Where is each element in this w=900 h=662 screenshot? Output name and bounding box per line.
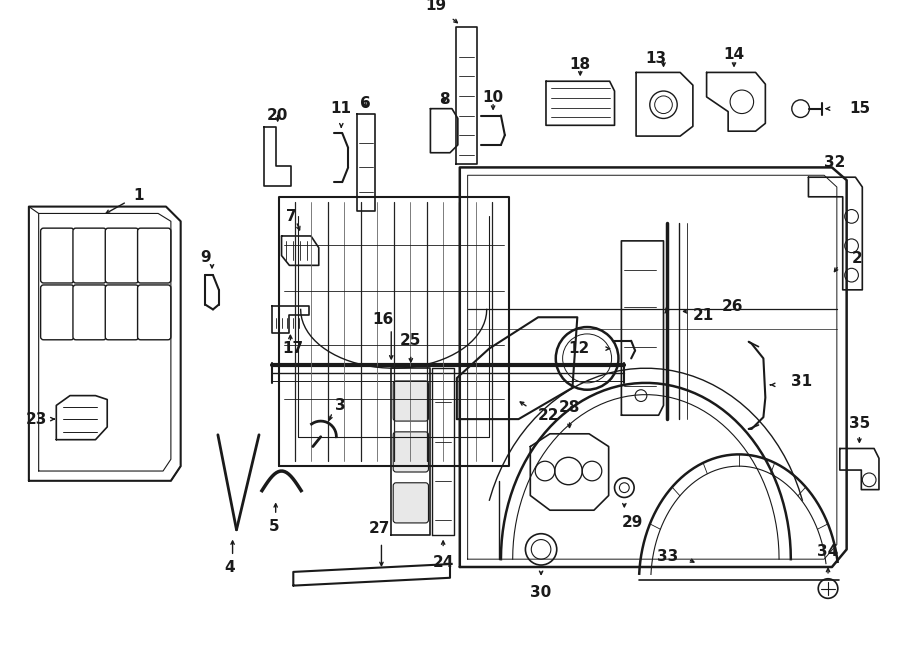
Text: 4: 4: [224, 561, 235, 575]
Text: 25: 25: [400, 333, 421, 348]
FancyBboxPatch shape: [393, 483, 428, 523]
Text: 13: 13: [645, 51, 666, 66]
Text: 34: 34: [817, 544, 839, 559]
Text: 33: 33: [657, 549, 679, 564]
Text: 9: 9: [200, 250, 211, 265]
Text: 30: 30: [530, 585, 552, 600]
Text: 31: 31: [791, 375, 812, 389]
Text: 28: 28: [559, 400, 580, 415]
Text: 21: 21: [693, 308, 714, 323]
Text: 23: 23: [26, 412, 48, 426]
Text: 7: 7: [286, 209, 297, 224]
Text: 6: 6: [360, 96, 371, 111]
FancyBboxPatch shape: [73, 285, 106, 340]
Text: 35: 35: [849, 416, 870, 430]
Text: 15: 15: [850, 101, 870, 116]
FancyBboxPatch shape: [105, 228, 139, 283]
Text: 18: 18: [570, 57, 590, 72]
Text: 27: 27: [369, 521, 391, 536]
Text: 5: 5: [268, 520, 279, 534]
Text: 2: 2: [851, 251, 862, 266]
Text: 10: 10: [482, 91, 504, 105]
Text: 8: 8: [439, 92, 449, 107]
Text: 14: 14: [724, 47, 744, 62]
Text: 16: 16: [373, 312, 394, 327]
Text: 24: 24: [433, 555, 454, 569]
Text: 11: 11: [331, 101, 352, 116]
Text: 29: 29: [622, 516, 643, 530]
FancyBboxPatch shape: [393, 381, 428, 421]
Text: 19: 19: [425, 0, 446, 13]
FancyBboxPatch shape: [105, 285, 139, 340]
FancyBboxPatch shape: [138, 228, 171, 283]
Text: 1: 1: [133, 188, 144, 203]
FancyBboxPatch shape: [40, 285, 74, 340]
FancyBboxPatch shape: [40, 228, 74, 283]
Text: 22: 22: [538, 408, 560, 423]
FancyBboxPatch shape: [73, 228, 106, 283]
Text: 12: 12: [569, 341, 590, 356]
Text: 32: 32: [824, 155, 846, 170]
Text: 20: 20: [267, 108, 288, 123]
Text: 26: 26: [721, 299, 742, 314]
Text: 17: 17: [283, 341, 304, 356]
Text: 3: 3: [335, 398, 346, 413]
FancyBboxPatch shape: [393, 432, 428, 472]
FancyBboxPatch shape: [138, 285, 171, 340]
